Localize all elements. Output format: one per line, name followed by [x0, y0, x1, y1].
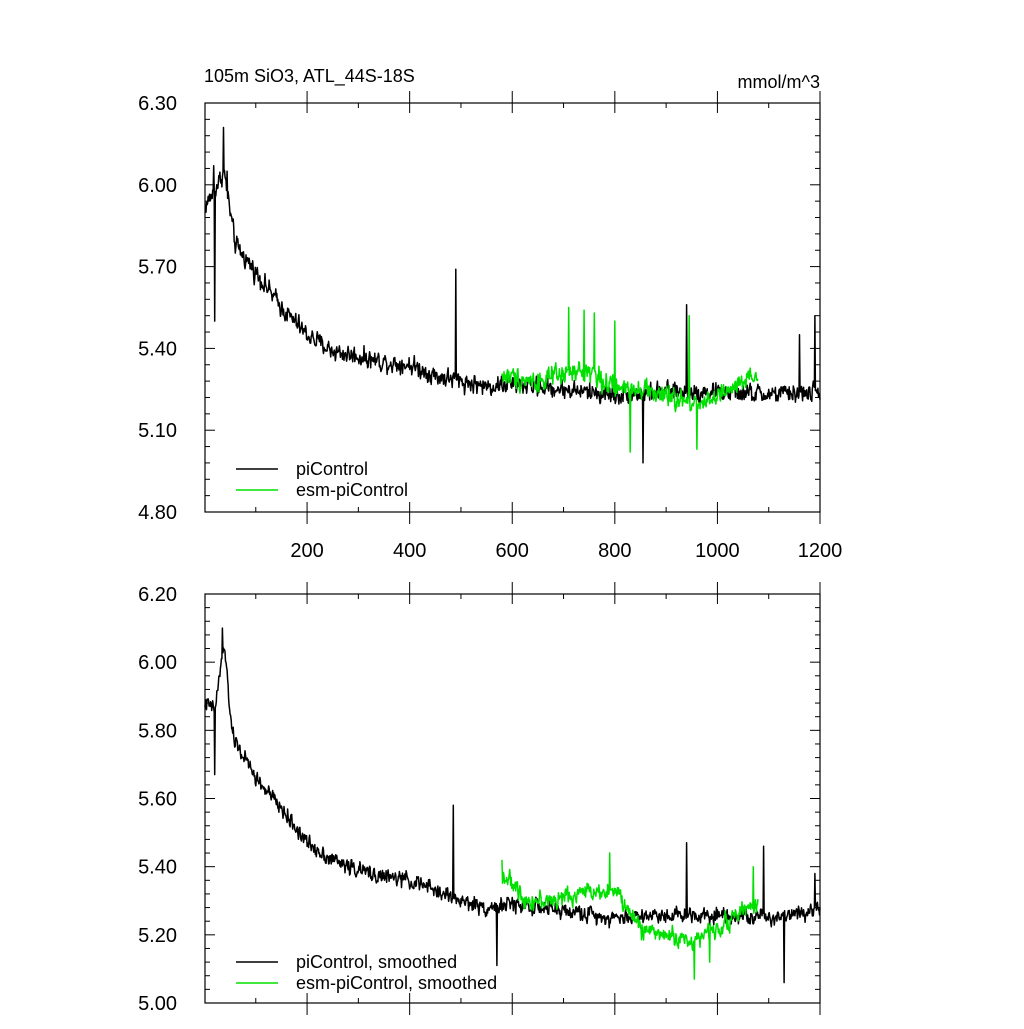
series-line-esm-picontrol	[501, 306, 759, 453]
x-tick-label: 800	[598, 540, 631, 562]
y-tick-label: 5.80	[138, 720, 177, 742]
y-tick-label: 6.30	[138, 93, 177, 115]
y-tick-label: 5.70	[138, 257, 177, 279]
y-tick-label: 5.40	[138, 857, 177, 879]
y-tick-label: 5.10	[138, 420, 177, 442]
y-axis-ticks: 4.80 5.10 5.40 5.70 6.00 6.30	[138, 93, 820, 524]
legend: piControl, smoothed esm-piControl, smoot…	[236, 952, 497, 993]
legend-label-esm-picontrol-smoothed: esm-piControl, smoothed	[296, 973, 497, 993]
chart-panel-bottom: 5.00 5.20 5.40 5.60 5.80 6.00 6.20 piControl, …	[138, 582, 821, 1015]
series-line-picontrol	[204, 126, 821, 464]
series-line-picontrol-smoothed	[204, 627, 821, 984]
plot-frame-bottom	[204, 593, 821, 1004]
chart-panel-top: 105m SiO3, ATL_44S-18S mmol/m^3 4.80 5.10…	[138, 66, 842, 562]
x-axis-ticks: 200 400 600 800 1000 1200	[255, 91, 843, 562]
x-tick-label: 600	[496, 540, 529, 562]
y-tick-label: 5.60	[138, 789, 177, 811]
y-tick-label: 5.40	[138, 338, 177, 360]
legend-label-picontrol: piControl	[296, 459, 368, 479]
y-tick-label: 6.00	[138, 652, 177, 674]
chart-units-label: mmol/m^3	[738, 72, 820, 92]
legend: piControl esm-piControl	[236, 459, 408, 500]
x-tick-label: 1200	[798, 540, 843, 562]
x-tick-label: 200	[290, 540, 323, 562]
y-tick-label: 5.20	[138, 925, 177, 947]
plot-frame-top	[204, 102, 821, 513]
legend-label-esm-picontrol: esm-piControl	[296, 480, 408, 500]
y-tick-label: 5.00	[138, 993, 177, 1015]
x-tick-label: 400	[393, 540, 426, 562]
y-tick-label: 6.20	[138, 584, 177, 606]
x-tick-label: 1000	[695, 540, 740, 562]
series-line-esm-picontrol-smoothed	[501, 852, 759, 980]
series-group	[204, 126, 821, 464]
x-axis-ticks	[255, 582, 821, 1015]
y-tick-label: 4.80	[138, 502, 177, 524]
series-group	[204, 627, 821, 984]
y-axis-ticks: 5.00 5.20 5.40 5.60 5.80 6.00 6.20	[138, 584, 820, 1015]
y-tick-label: 6.00	[138, 175, 177, 197]
chart-title: 105m SiO3, ATL_44S-18S	[204, 66, 415, 87]
legend-label-picontrol-smoothed: piControl, smoothed	[296, 952, 457, 972]
